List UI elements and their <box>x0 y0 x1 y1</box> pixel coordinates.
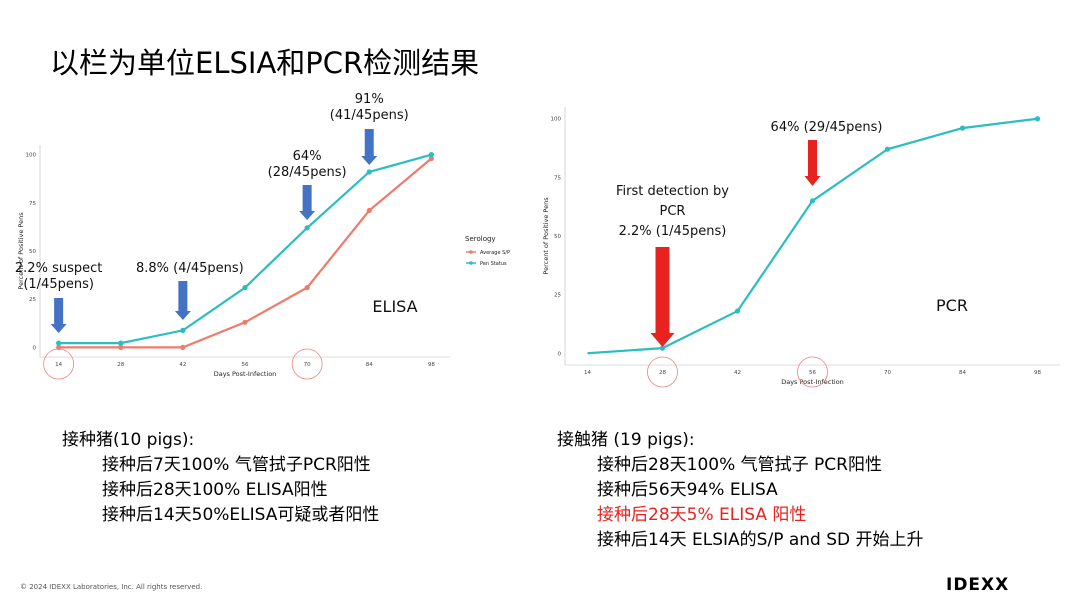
data-point <box>659 345 666 351</box>
data-point <box>56 344 62 350</box>
y-tick-label: 50 <box>29 249 36 255</box>
contact-note-2: 接种后56天94% ELISA <box>597 480 778 500</box>
annotation-label: PCR <box>660 204 686 219</box>
data-point <box>118 344 124 350</box>
blue-arrow <box>174 281 191 320</box>
contact-note-4: 接种后14天 ELSIA的S/P and SD 开始上升 <box>597 530 924 550</box>
x-tick-label: 14 <box>584 370 591 376</box>
contact-note-1: 接种后28天100% 气管拭子 PCR阳性 <box>597 455 882 475</box>
data-point <box>884 146 891 152</box>
pcr-line-chart: 0 25 50 75 100 14 28 42 56 70 84 98 Days Post-Infect… <box>542 107 1060 388</box>
elisa-line-chart: 0 25 50 75 100 14 28 42 56 70 84 98 Days Post-Infect… <box>15 92 510 380</box>
data-point <box>242 285 248 291</box>
inoculated-pigs-notes: 接种猪(10 pigs): 接种后7天100% 气管拭子PCR阳性 接种后28天… <box>62 428 379 528</box>
red-arrow <box>650 247 675 347</box>
page-title: 以栏为单位ELSIA和PCR检测结果 <box>50 46 480 80</box>
data-point <box>56 340 62 346</box>
y-tick-label: 25 <box>29 297 36 303</box>
y-tick-label: 0 <box>33 345 37 351</box>
x-axis-label: Days Post-Infection <box>781 378 844 386</box>
x-tick-label: 28 <box>117 362 124 368</box>
x-tick-label: 56 <box>242 362 249 368</box>
annotation-label: 2.2% suspect <box>15 261 102 276</box>
data-point <box>809 198 816 204</box>
y-axis-label: Percent of Positive Pens <box>542 197 550 275</box>
data-point <box>304 225 310 231</box>
annotation-label: 64% <box>293 149 322 164</box>
x-tick-label: 84 <box>959 370 966 376</box>
legend-entry: Pen Status <box>480 261 507 267</box>
data-point <box>180 344 186 350</box>
x-axis-label: Days Post-Infection <box>214 370 277 378</box>
blue-arrow <box>299 185 316 220</box>
x-tick-label: 84 <box>366 362 373 368</box>
x-tick-label: 28 <box>659 370 666 376</box>
data-point <box>1034 116 1041 122</box>
series-line <box>58 157 433 349</box>
y-tick-label: 100 <box>551 117 562 123</box>
chart-method-label: ELISA <box>372 297 417 316</box>
legend-swatch-point <box>469 250 473 254</box>
red-arrow <box>804 140 821 186</box>
legend-title: Serology <box>465 235 496 243</box>
x-tick-label: 98 <box>1034 370 1041 376</box>
data-point <box>428 155 434 162</box>
x-tick-label: 56 <box>809 370 816 376</box>
y-axis-label: Percent of Positive Pens <box>17 212 25 290</box>
blue-arrow <box>361 129 378 165</box>
y-tick-label: 25 <box>554 293 561 299</box>
data-point <box>959 125 966 131</box>
inoculated-note-3: 接种后14天50%ELISA可疑或者阳性 <box>102 505 380 525</box>
x-tick-label: 98 <box>428 362 435 368</box>
data-point <box>180 327 186 334</box>
annotation-label: 8.8% (4/45pens) <box>136 261 244 276</box>
inoculated-pigs-heading: 接种猪(10 pigs): <box>62 430 195 450</box>
x-tick-label: 70 <box>304 362 311 368</box>
idexx-logo: IDEXX <box>946 575 1010 595</box>
y-tick-label: 50 <box>554 234 561 240</box>
contact-pigs-notes: 接触猪 (19 pigs): 接种后28天100% 气管拭子 PCR阳性 接种后… <box>557 428 924 553</box>
copyright-footer: © 2024 IDEXX Laboratories, Inc. All righ… <box>20 583 203 591</box>
highlight-circle <box>647 356 678 388</box>
annotation-label: (41/45pens) <box>330 108 409 123</box>
y-tick-label: 100 <box>26 153 37 159</box>
annotation-label: First detection by <box>616 184 729 199</box>
data-point <box>242 319 248 325</box>
annotation-label: 91% <box>355 92 384 107</box>
inoculated-note-2: 接种后28天100% ELISA阳性 <box>102 480 328 500</box>
data-point <box>734 308 741 314</box>
annotation-label: (28/45pens) <box>268 165 347 180</box>
contact-pigs-heading: 接触猪 (19 pigs): <box>557 430 695 450</box>
contact-note-3-highlight: 接种后28天5% ELISA 阳性 <box>597 505 807 525</box>
data-point <box>366 169 372 175</box>
y-tick-label: 0 <box>558 351 562 357</box>
chart-method-label: PCR <box>936 296 968 315</box>
inoculated-note-1: 接种后7天100% 气管拭子PCR阳性 <box>102 455 371 475</box>
y-tick-label: 75 <box>554 175 561 181</box>
legend-swatch-point <box>469 261 473 265</box>
x-tick-label: 42 <box>734 370 741 376</box>
x-tick-label: 14 <box>55 362 62 368</box>
data-point <box>304 285 310 291</box>
highlight-circle <box>797 356 828 388</box>
legend-entry: Average S/P <box>480 250 510 256</box>
x-tick-label: 70 <box>884 370 891 376</box>
annotation-label: 64% (29/45pens) <box>771 120 883 135</box>
data-point <box>366 207 372 214</box>
x-tick-label: 42 <box>179 362 186 368</box>
blue-arrow <box>50 298 67 333</box>
highlight-circle <box>291 348 323 380</box>
data-point <box>118 340 124 346</box>
y-tick-label: 75 <box>29 201 36 207</box>
annotation-label: 2.2% (1/45pens) <box>619 224 727 239</box>
annotation-label: (1/45pens) <box>23 277 94 292</box>
data-point <box>428 152 434 158</box>
